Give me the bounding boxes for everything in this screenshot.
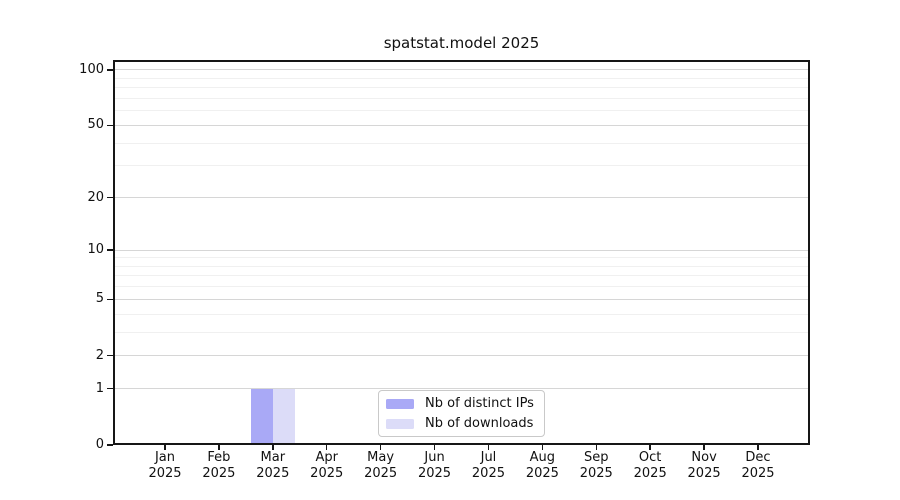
y-tick-mark <box>107 444 113 446</box>
gridline-major <box>113 388 810 390</box>
x-tick-mark <box>433 445 436 450</box>
y-tick-label: 1 <box>95 380 104 396</box>
gridline-minor <box>113 87 810 89</box>
legend-label-distinct-ips: Nb of distinct IPs <box>425 396 534 411</box>
y-tick-mark <box>107 249 113 251</box>
x-tick-mark <box>272 445 274 450</box>
axis-spine-bottom <box>113 443 810 445</box>
legend-item-distinct-ips: Nb of distinct IPs <box>386 396 544 411</box>
x-tick-label: May 2025 <box>364 450 398 481</box>
x-tick-label: Dec 2025 <box>741 450 775 481</box>
gridline-minor <box>113 275 810 277</box>
x-tick-mark <box>218 445 220 450</box>
axis-spine-top <box>113 60 810 62</box>
bar-downloads <box>272 388 295 445</box>
gridline-major <box>113 124 810 126</box>
x-tick-mark <box>164 445 166 450</box>
legend: Nb of distinct IPs Nb of downloads <box>378 390 545 437</box>
x-tick-label: Aug 2025 <box>525 450 559 481</box>
y-tick-label: 2 <box>95 347 104 363</box>
y-tick-label: 100 <box>79 61 104 77</box>
gridline-major <box>113 249 810 251</box>
x-tick-mark <box>595 445 598 450</box>
y-tick-mark <box>107 298 113 301</box>
gridline-major <box>113 355 810 357</box>
x-tick-mark <box>325 445 328 450</box>
axis-spine-left <box>113 60 115 445</box>
x-tick-label: Feb 2025 <box>202 450 236 481</box>
legend-swatch-downloads-icon <box>386 418 414 429</box>
gridline-minor <box>113 97 810 99</box>
x-tick-label: Apr 2025 <box>310 450 344 481</box>
x-tick-label: Jul 2025 <box>471 450 505 481</box>
x-tick-label: Oct 2025 <box>633 450 667 481</box>
gridline-minor <box>113 286 810 288</box>
gridline-minor <box>113 257 810 259</box>
x-tick-mark <box>541 445 544 450</box>
gridline-minor <box>113 110 810 112</box>
gridline-major <box>113 298 810 300</box>
x-tick-mark <box>757 445 759 450</box>
x-tick-label: Nov 2025 <box>687 450 721 481</box>
y-tick-mark <box>107 354 113 357</box>
y-tick-label: 5 <box>95 291 104 307</box>
x-tick-mark <box>379 445 382 450</box>
y-tick-mark <box>107 387 113 390</box>
legend-item-downloads: Nb of downloads <box>386 416 544 431</box>
x-tick-mark <box>703 445 705 450</box>
gridline-minor <box>113 165 810 167</box>
chart-title: spatstat.model 2025 <box>383 34 540 52</box>
plot-area <box>113 60 810 445</box>
y-tick-label: 50 <box>87 117 104 133</box>
y-tick-mark <box>107 69 113 71</box>
y-tick-label: 10 <box>87 242 104 258</box>
x-tick-label: Mar 2025 <box>256 450 290 481</box>
gridline-minor <box>113 77 810 79</box>
gridline-major <box>113 69 810 71</box>
legend-swatch-distinct-ips-icon <box>386 398 414 409</box>
y-tick-label: 0 <box>95 437 104 452</box>
x-tick-mark <box>487 445 490 450</box>
bar-distinct-ips <box>250 388 273 445</box>
x-tick-label: Jan 2025 <box>148 450 182 481</box>
x-tick-label: Sep 2025 <box>579 450 613 481</box>
gridline-major <box>113 197 810 198</box>
legend-label-downloads: Nb of downloads <box>425 416 534 431</box>
gridline-minor <box>113 313 810 315</box>
gridline-minor <box>113 265 810 267</box>
gridline-minor <box>113 142 810 144</box>
axis-spine-right <box>808 60 810 445</box>
y-tick-mark <box>107 124 113 127</box>
x-tick-label: Jun 2025 <box>417 450 452 481</box>
y-tick-label: 20 <box>87 189 104 205</box>
gridline-minor <box>113 331 810 333</box>
y-tick-mark <box>107 196 113 199</box>
x-tick-mark <box>649 445 651 450</box>
